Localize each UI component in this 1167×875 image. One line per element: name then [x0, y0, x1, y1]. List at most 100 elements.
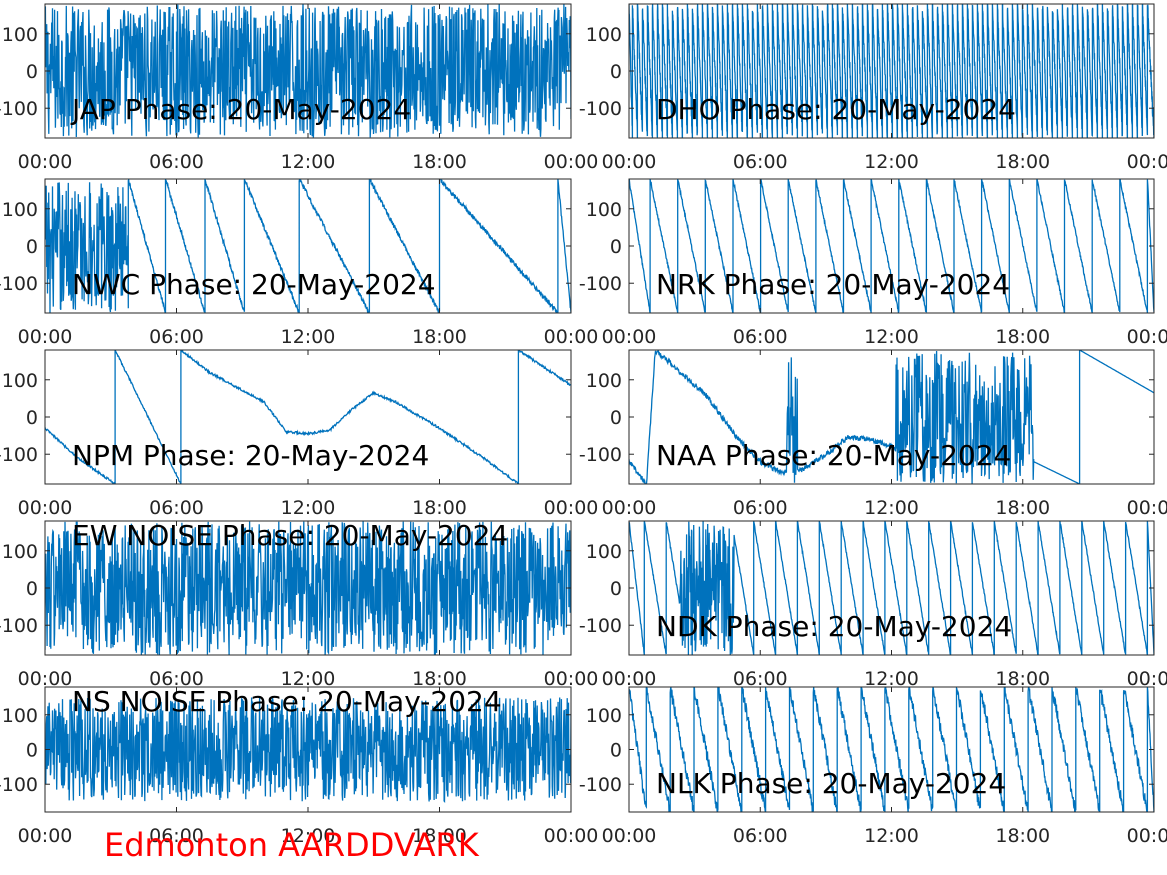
x-tick-label: 18:00	[995, 151, 1050, 173]
phase-series-line	[45, 350, 571, 484]
panel-10: 100 0 -100 00:00 06:00 12:00 18:00 00:00 NLK Pha…	[579, 686, 1167, 847]
y-tick-label: -100	[579, 98, 622, 120]
y-tick-label: 100	[586, 24, 622, 46]
x-tick-label: 12:00	[864, 497, 919, 519]
phase-series-line	[45, 179, 571, 313]
y-tick-label: 0	[26, 61, 38, 83]
x-tick-label: 00:00	[18, 668, 73, 690]
y-tick-label: 100	[2, 24, 38, 46]
phase-series-line	[629, 521, 1154, 655]
y-tick-label: 100	[586, 370, 622, 392]
x-tick-label: 18:00	[412, 151, 467, 173]
x-tick-label: 00:00	[1127, 497, 1167, 519]
x-tick-label: 00:00	[18, 151, 73, 173]
x-tick-label: 00:00	[602, 497, 657, 519]
phase-series-line	[629, 179, 1154, 313]
panel-title: JAP Phase: 20-May-2024	[70, 93, 411, 126]
y-tick-label: 0	[610, 236, 622, 258]
x-tick-label: 00:00	[18, 825, 73, 847]
panel-4: 100 0 -100 00:00 06:00 12:00 18:00 00:00 NRK Pha…	[579, 178, 1167, 348]
x-tick-label: 00:00	[544, 668, 599, 690]
x-tick-label: 00:00	[1127, 668, 1167, 690]
x-tick-label: 18:00	[995, 825, 1050, 847]
panel-3: 100 0 -100 00:00 06:00 12:00 18:00 00:00 NWC Pha…	[0, 178, 599, 348]
x-tick-label: 18:00	[412, 825, 467, 847]
panel-8: 100 0 -100 00:00 06:00 12:00 18:00 00:00 NDK Pha…	[579, 520, 1167, 690]
y-tick-label: 0	[610, 740, 622, 762]
y-tick-label: 100	[2, 541, 38, 563]
x-tick-label: 06:00	[149, 326, 204, 348]
panel-title: NPM Phase: 20-May-2024	[72, 439, 429, 472]
phase-series-line	[45, 697, 571, 803]
y-tick-label: 100	[586, 541, 622, 563]
x-tick-label: 18:00	[995, 326, 1050, 348]
panel-title: NLK Phase: 20-May-2024	[656, 767, 1006, 800]
panel-2: 100 0 -100 00:00 06:00 12:00 18:00 00:00 DHO Pha…	[579, 3, 1167, 173]
x-tick-label: 00:00	[544, 825, 599, 847]
y-tick-label: -100	[579, 774, 622, 796]
y-tick-label: 100	[2, 370, 38, 392]
x-tick-label: 00:00	[18, 497, 73, 519]
x-tick-label: 06:00	[733, 151, 788, 173]
x-tick-label: 06:00	[733, 825, 788, 847]
x-tick-label: 00:00	[544, 151, 599, 173]
panel-title: DHO Phase: 20-May-2024	[656, 93, 1016, 126]
y-tick-label: 100	[2, 705, 38, 727]
x-tick-label: 12:00	[864, 326, 919, 348]
y-tick-label: -100	[579, 273, 622, 295]
y-tick-label: 0	[26, 236, 38, 258]
x-tick-label: 18:00	[412, 326, 467, 348]
y-tick-label: 0	[610, 578, 622, 600]
x-tick-label: 12:00	[864, 668, 919, 690]
x-tick-label: 00:00	[602, 825, 657, 847]
x-tick-label: 12:00	[281, 497, 336, 519]
y-tick-label: 100	[586, 199, 622, 221]
y-tick-label: -100	[0, 774, 38, 796]
y-tick-label: -100	[579, 444, 622, 466]
phase-series-line	[45, 521, 571, 655]
x-tick-label: 06:00	[149, 825, 204, 847]
y-tick-label: -100	[579, 615, 622, 637]
x-tick-label: 12:00	[864, 151, 919, 173]
phase-series-line	[45, 4, 571, 138]
phase-series-line	[629, 687, 1154, 812]
y-tick-label: 0	[26, 740, 38, 762]
x-tick-label: 12:00	[281, 151, 336, 173]
x-tick-label: 12:00	[281, 326, 336, 348]
x-tick-label: 18:00	[412, 668, 467, 690]
y-tick-label: -100	[0, 98, 38, 120]
x-tick-label: 12:00	[864, 825, 919, 847]
panel-title: EW NOISE Phase: 20-May-2024	[72, 519, 508, 552]
x-tick-label: 06:00	[149, 151, 204, 173]
y-tick-label: 0	[26, 578, 38, 600]
y-tick-label: -100	[0, 273, 38, 295]
x-tick-label: 00:00	[1127, 326, 1167, 348]
panel-1: 100 0 -100 00:00 06:00 12:00 18:00 00:00 JAP Pha…	[0, 3, 599, 173]
footer-label: Edmonton AARDDVARK	[104, 826, 479, 864]
panel-title: NS NOISE Phase: 20-May-2024	[72, 685, 502, 718]
x-tick-label: 18:00	[995, 497, 1050, 519]
x-tick-label: 06:00	[733, 326, 788, 348]
y-tick-label: 0	[26, 407, 38, 429]
panel-title: NWC Phase: 20-May-2024	[72, 268, 436, 301]
panel-title: NRK Phase: 20-May-2024	[656, 268, 1010, 301]
y-tick-label: 0	[610, 407, 622, 429]
x-tick-label: 06:00	[733, 668, 788, 690]
x-tick-label: 18:00	[412, 497, 467, 519]
y-tick-label: 0	[610, 61, 622, 83]
y-tick-label: 100	[2, 199, 38, 221]
x-tick-label: 18:00	[995, 668, 1050, 690]
panel-title: NAA Phase: 20-May-2024	[656, 439, 1011, 472]
panel-title: NDK Phase: 20-May-2024	[656, 610, 1012, 643]
x-tick-label: 00:00	[602, 668, 657, 690]
x-tick-label: 00:00	[544, 497, 599, 519]
x-tick-label: 00:00	[544, 326, 599, 348]
y-tick-label: -100	[0, 615, 38, 637]
panel-6: 100 0 -100 00:00 06:00 12:00 18:00 00:00 NAA Pha…	[579, 349, 1167, 519]
x-tick-label: 12:00	[281, 825, 336, 847]
y-tick-label: 100	[586, 705, 622, 727]
x-tick-label: 06:00	[149, 668, 204, 690]
x-tick-label: 00:00	[602, 151, 657, 173]
x-tick-label: 00:00	[1127, 825, 1167, 847]
